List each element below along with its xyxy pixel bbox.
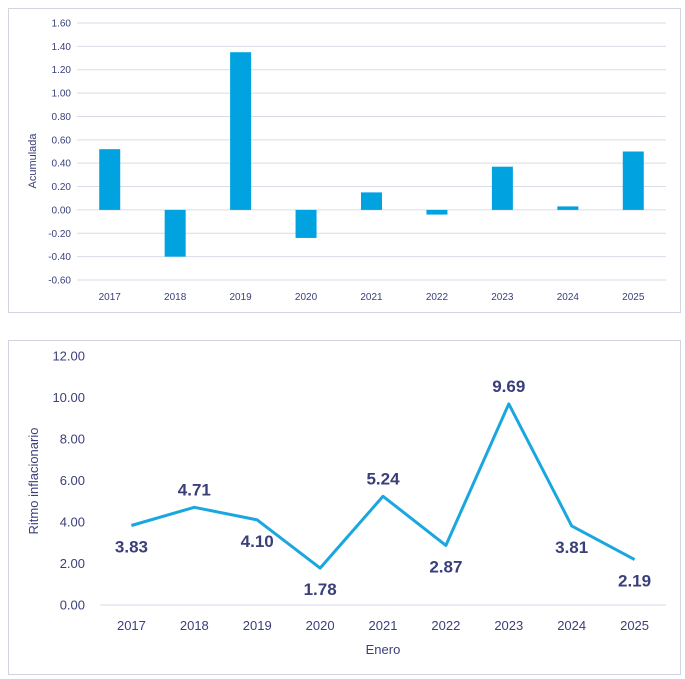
bar-2018 xyxy=(164,209,186,257)
bar-2017 xyxy=(99,149,121,210)
line-x-tick-label: 2024 xyxy=(557,618,586,633)
line-x-tick-label: 2023 xyxy=(494,618,523,633)
bar-y-tick-label: 0.40 xyxy=(52,159,72,170)
bar-x-tick-label: 2021 xyxy=(360,292,383,303)
line-data-labels: 3.83 4.71 4.10 1.78 5.24 2.87 9.69 3.81 2.19 xyxy=(115,377,651,599)
line-x-tick-label: 2017 xyxy=(117,618,146,633)
bar-y-tick-label: 0.60 xyxy=(52,135,72,146)
bar-y-tick-label: 1.00 xyxy=(52,89,72,100)
bar-y-tick-label: -0.40 xyxy=(48,252,71,263)
bar-series xyxy=(99,52,644,257)
bar-x-tick-label: 2022 xyxy=(426,292,449,303)
line-x-tick-label: 2018 xyxy=(180,618,209,633)
bar-x-tick-label: 2019 xyxy=(229,292,252,303)
bar-x-tick-label: 2018 xyxy=(164,292,187,303)
line-data-label: 2.87 xyxy=(429,557,462,576)
line-x-tick-label: 2025 xyxy=(620,618,649,633)
line-data-label: 3.81 xyxy=(555,538,588,557)
line-x-tick-label: 2021 xyxy=(369,618,398,633)
line-y-axis: 0.00 2.00 4.00 6.00 8.00 10.00 12.00 xyxy=(52,349,85,613)
bar-chart-panel: -0.60 -0.40 -0.20 0.00 0.20 0.40 0.60 0.80 1.00 1… xyxy=(8,8,681,313)
line-y-axis-title: Ritmo inflacionario xyxy=(26,428,41,535)
line-x-tick-label: 2020 xyxy=(306,618,335,633)
bar-x-tick-label: 2020 xyxy=(295,292,318,303)
bar-2025 xyxy=(622,151,644,210)
line-data-label: 4.71 xyxy=(178,480,211,499)
bar-x-tick-label: 2017 xyxy=(99,292,122,303)
line-x-axis: 2017 2018 2019 2020 2021 2022 2023 2024 2025 xyxy=(117,618,649,633)
line-y-tick-label: 4.00 xyxy=(60,515,85,530)
bar-y-tick-label: 0.80 xyxy=(52,112,72,123)
bar-2024 xyxy=(557,206,579,210)
bar-2023 xyxy=(491,166,513,210)
bar-x-axis: 2017 2018 2019 2020 2021 2022 2023 2024 2025 xyxy=(99,292,645,303)
bar-x-tick-label: 2023 xyxy=(491,292,514,303)
line-data-label: 1.78 xyxy=(304,580,337,599)
line-x-tick-label: 2022 xyxy=(431,618,460,633)
line-data-label: 5.24 xyxy=(366,469,400,488)
line-data-label: 2.19 xyxy=(618,572,651,591)
line-y-tick-label: 12.00 xyxy=(52,349,85,364)
bar-2019 xyxy=(230,52,252,210)
line-series xyxy=(130,402,636,570)
bar-x-tick-label: 2024 xyxy=(557,292,580,303)
bar-y-tick-label: -0.20 xyxy=(48,229,71,240)
line-y-tick-label: 0.00 xyxy=(60,598,85,613)
bar-2020 xyxy=(295,209,317,238)
line-y-tick-label: 2.00 xyxy=(60,556,85,571)
line-y-tick-label: 8.00 xyxy=(60,432,85,447)
line-x-tick-label: 2019 xyxy=(243,618,272,633)
bar-y-tick-label: 1.20 xyxy=(52,65,72,76)
line-chart-panel: 0.00 2.00 4.00 6.00 8.00 10.00 12.00 3.83 4.71 4… xyxy=(8,340,681,675)
line-x-axis-title: Enero xyxy=(366,642,401,657)
line-chart: 0.00 2.00 4.00 6.00 8.00 10.00 12.00 3.83 4.71 4… xyxy=(26,349,666,657)
line-data-label: 4.10 xyxy=(241,532,274,551)
bar-y-tick-label: -0.60 xyxy=(48,276,71,287)
bar-y-axis-title: Acumulada xyxy=(27,133,39,189)
bar-y-tick-label: 1.40 xyxy=(52,42,72,53)
line-data-label: 9.69 xyxy=(492,377,525,396)
line-y-tick-label: 10.00 xyxy=(52,390,85,405)
line-data-label: 3.83 xyxy=(115,538,148,557)
bar-2022 xyxy=(426,209,448,215)
bar-x-tick-label: 2025 xyxy=(622,292,645,303)
bar-chart: -0.60 -0.40 -0.20 0.00 0.20 0.40 0.60 0.80 1.00 1… xyxy=(27,19,666,303)
bar-y-tick-label: 1.60 xyxy=(52,19,72,30)
line-y-tick-label: 6.00 xyxy=(60,473,85,488)
bar-2021 xyxy=(361,192,382,210)
bar-y-tick-label: 0.00 xyxy=(52,205,72,216)
bar-y-tick-label: 0.20 xyxy=(52,182,72,193)
bar-y-axis: -0.60 -0.40 -0.20 0.00 0.20 0.40 0.60 0.80 1.00 1… xyxy=(48,19,71,287)
